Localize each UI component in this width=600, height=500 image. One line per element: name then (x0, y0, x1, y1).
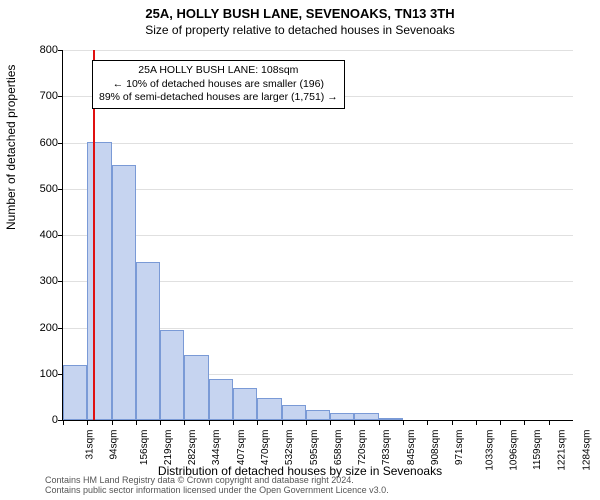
x-tick-mark (87, 420, 88, 425)
x-tick-label: 783sqm (382, 430, 393, 466)
x-tick-mark (403, 420, 404, 425)
x-tick-mark (500, 420, 501, 425)
annotation-line: ← 10% of detached houses are smaller (19… (99, 78, 338, 92)
histogram-bar (136, 262, 160, 420)
x-tick-mark (136, 420, 137, 425)
x-tick-label: 470sqm (260, 430, 271, 466)
x-tick-label: 971sqm (454, 430, 465, 466)
x-tick-mark (282, 420, 283, 425)
y-tick-label: 100 (40, 368, 58, 380)
x-tick-mark (184, 420, 185, 425)
histogram-bar (160, 330, 184, 420)
x-tick-label: 658sqm (333, 430, 344, 466)
y-tick-mark (58, 50, 63, 51)
x-tick-mark (209, 420, 210, 425)
y-tick-mark (58, 189, 63, 190)
chart-title: 25A, HOLLY BUSH LANE, SEVENOAKS, TN13 3T… (0, 0, 600, 21)
x-tick-label: 1033sqm (484, 430, 495, 471)
y-tick-label: 500 (40, 183, 58, 195)
x-tick-mark (427, 420, 428, 425)
x-tick-mark (524, 420, 525, 425)
y-tick-mark (58, 328, 63, 329)
histogram-bar (282, 405, 306, 420)
y-tick-label: 700 (40, 90, 58, 102)
footer-line: Contains public sector information licen… (45, 486, 389, 496)
y-axis-label: Number of detached properties (4, 65, 18, 230)
chart-subtitle: Size of property relative to detached ho… (0, 21, 600, 37)
histogram-bar (112, 165, 136, 420)
footer-attribution: Contains HM Land Registry data © Crown c… (45, 476, 389, 496)
x-tick-mark (379, 420, 380, 425)
histogram-bar (63, 365, 87, 420)
histogram-bar (209, 379, 233, 420)
y-tick-label: 600 (40, 137, 58, 149)
y-tick-mark (58, 281, 63, 282)
histogram-bar (257, 398, 281, 420)
histogram-bar (379, 418, 403, 420)
x-tick-mark (160, 420, 161, 425)
histogram-bar (233, 388, 257, 420)
chart-container: 25A, HOLLY BUSH LANE, SEVENOAKS, TN13 3T… (0, 0, 600, 500)
x-tick-label: 1159sqm (532, 430, 543, 470)
x-tick-label: 908sqm (430, 430, 441, 466)
x-tick-mark (476, 420, 477, 425)
gridline (63, 50, 573, 51)
x-tick-label: 845sqm (406, 430, 417, 466)
x-tick-mark (330, 420, 331, 425)
histogram-bar (87, 142, 111, 420)
x-tick-mark (233, 420, 234, 425)
histogram-bar (184, 355, 208, 420)
y-tick-label: 0 (52, 414, 58, 426)
y-tick-mark (58, 96, 63, 97)
x-tick-mark (257, 420, 258, 425)
y-tick-mark (58, 235, 63, 236)
x-tick-mark (354, 420, 355, 425)
x-tick-label: 1221sqm (557, 430, 568, 471)
gridline (63, 143, 573, 144)
gridline (63, 235, 573, 236)
x-tick-label: 407sqm (236, 430, 247, 466)
annotation-line: 25A HOLLY BUSH LANE: 108sqm (99, 64, 338, 78)
y-tick-label: 800 (40, 44, 58, 56)
x-tick-label: 219sqm (163, 430, 174, 466)
histogram-bar (330, 413, 354, 420)
x-tick-mark (306, 420, 307, 425)
x-tick-label: 156sqm (139, 430, 150, 466)
y-tick-label: 400 (40, 229, 58, 241)
x-tick-label: 31sqm (85, 430, 96, 460)
annotation-box: 25A HOLLY BUSH LANE: 108sqm ← 10% of det… (92, 60, 345, 109)
x-tick-label: 1284sqm (581, 430, 592, 471)
x-tick-label: 344sqm (212, 430, 223, 466)
x-tick-mark (452, 420, 453, 425)
x-tick-label: 1096sqm (508, 430, 519, 471)
x-tick-mark (112, 420, 113, 425)
x-tick-label: 720sqm (357, 430, 368, 466)
annotation-line: 89% of semi-detached houses are larger (… (99, 91, 338, 105)
y-tick-label: 300 (40, 275, 58, 287)
x-tick-mark (63, 420, 64, 425)
x-tick-label: 282sqm (187, 430, 198, 466)
x-tick-mark (549, 420, 550, 425)
gridline (63, 189, 573, 190)
x-tick-label: 595sqm (309, 430, 320, 466)
y-tick-label: 200 (40, 322, 58, 334)
histogram-bar (306, 410, 330, 420)
x-tick-label: 94sqm (109, 430, 120, 460)
x-tick-label: 532sqm (284, 430, 295, 466)
histogram-bar (354, 413, 378, 420)
y-tick-mark (58, 143, 63, 144)
